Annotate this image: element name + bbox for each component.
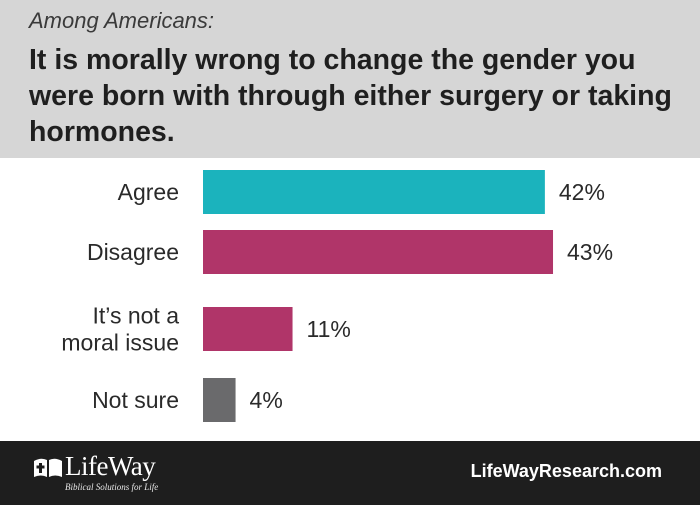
category-label-2: It’s not a moral issue	[61, 303, 179, 356]
website-link[interactable]: LifeWayResearch.com	[470, 461, 662, 481]
header-band: Among Americans: It is morally wrong to …	[0, 0, 700, 158]
lifeway-logo[interactable]: LifeWay Biblical Solutions for Life	[33, 451, 173, 497]
chart-title: It is morally wrong to change the gender…	[29, 44, 672, 148]
logo-wordmark: LifeWay	[65, 451, 156, 481]
category-label-3: Not sure	[92, 387, 179, 413]
chart-kicker: Among Americans:	[29, 8, 215, 33]
bar-2	[203, 307, 293, 351]
value-label-3: 4%	[250, 387, 283, 413]
value-label-2: 11%	[307, 316, 351, 342]
logo-tagline: Biblical Solutions for Life	[65, 482, 159, 492]
bar-chart: Agree 42% Disagree 43% It’s not a moral issue…	[61, 170, 613, 422]
bar-3	[203, 378, 236, 422]
cross-book-icon	[34, 458, 62, 477]
value-label-0: 42%	[559, 179, 605, 205]
bar-1	[203, 230, 554, 274]
bar-0	[203, 170, 545, 214]
category-label-0: Agree	[118, 179, 179, 205]
footer-band: LifeWay Biblical Solutions for Life Life…	[0, 441, 700, 505]
value-label-1: 43%	[567, 239, 613, 265]
category-label-1: Disagree	[87, 239, 179, 265]
